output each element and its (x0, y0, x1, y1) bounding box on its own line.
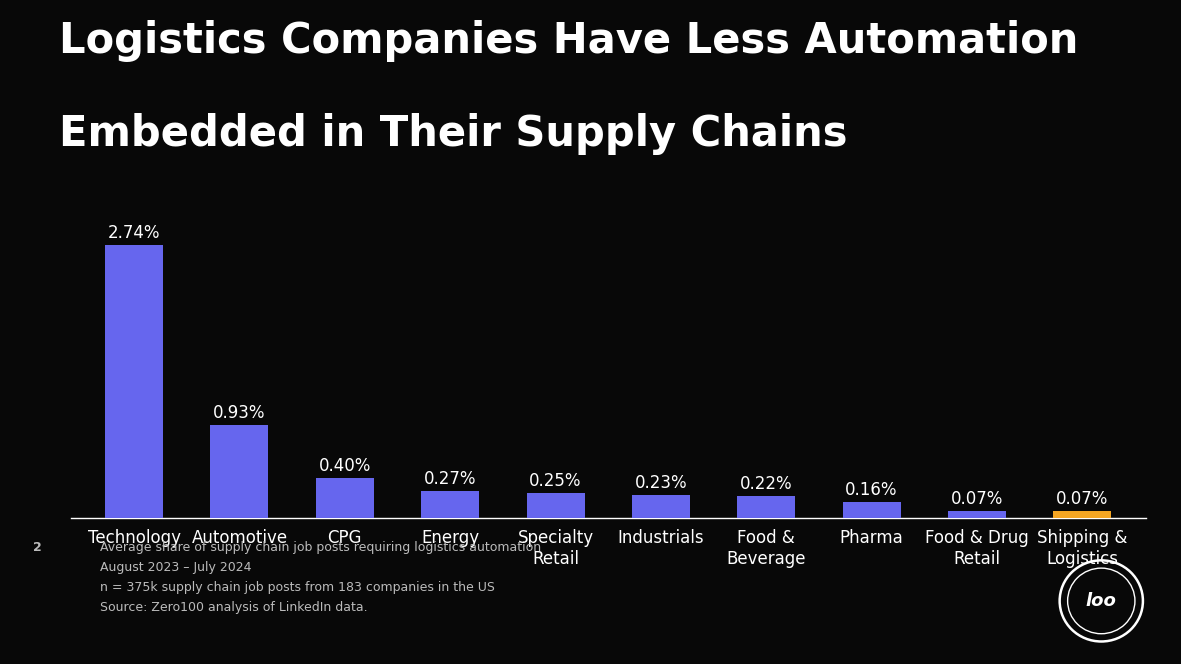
Text: loo: loo (1085, 592, 1117, 610)
Text: 0.40%: 0.40% (319, 457, 371, 475)
Bar (105, 245, 163, 518)
Text: 0.27%: 0.27% (424, 470, 476, 488)
Bar (422, 491, 479, 518)
Bar (843, 502, 901, 518)
Text: 0.22%: 0.22% (740, 475, 792, 493)
Text: Logistics Companies Have Less Automation: Logistics Companies Have Less Automation (59, 20, 1078, 62)
Bar (948, 511, 1006, 518)
Bar (632, 495, 690, 518)
Text: Embedded in Their Supply Chains: Embedded in Their Supply Chains (59, 113, 848, 155)
Text: August 2023 – July 2024: August 2023 – July 2024 (100, 561, 252, 574)
Text: 2.74%: 2.74% (107, 224, 161, 242)
Text: 2: 2 (33, 541, 41, 554)
Text: Source: Zero100 analysis of LinkedIn data.: Source: Zero100 analysis of LinkedIn dat… (100, 601, 368, 614)
Text: 0.23%: 0.23% (634, 474, 687, 492)
Bar (1053, 511, 1111, 518)
Text: 0.07%: 0.07% (1056, 490, 1109, 508)
Text: 0.07%: 0.07% (951, 490, 1003, 508)
Bar (527, 493, 585, 518)
Text: Average share of supply chain job posts requiring logistics automation: Average share of supply chain job posts … (100, 541, 542, 554)
Text: n = 375k supply chain job posts from 183 companies in the US: n = 375k supply chain job posts from 183… (100, 581, 495, 594)
Text: 0.25%: 0.25% (529, 472, 582, 490)
Text: 0.93%: 0.93% (214, 404, 266, 422)
Bar (210, 426, 268, 518)
Text: 0.16%: 0.16% (846, 481, 898, 499)
Bar (315, 478, 373, 518)
Bar (737, 496, 795, 518)
